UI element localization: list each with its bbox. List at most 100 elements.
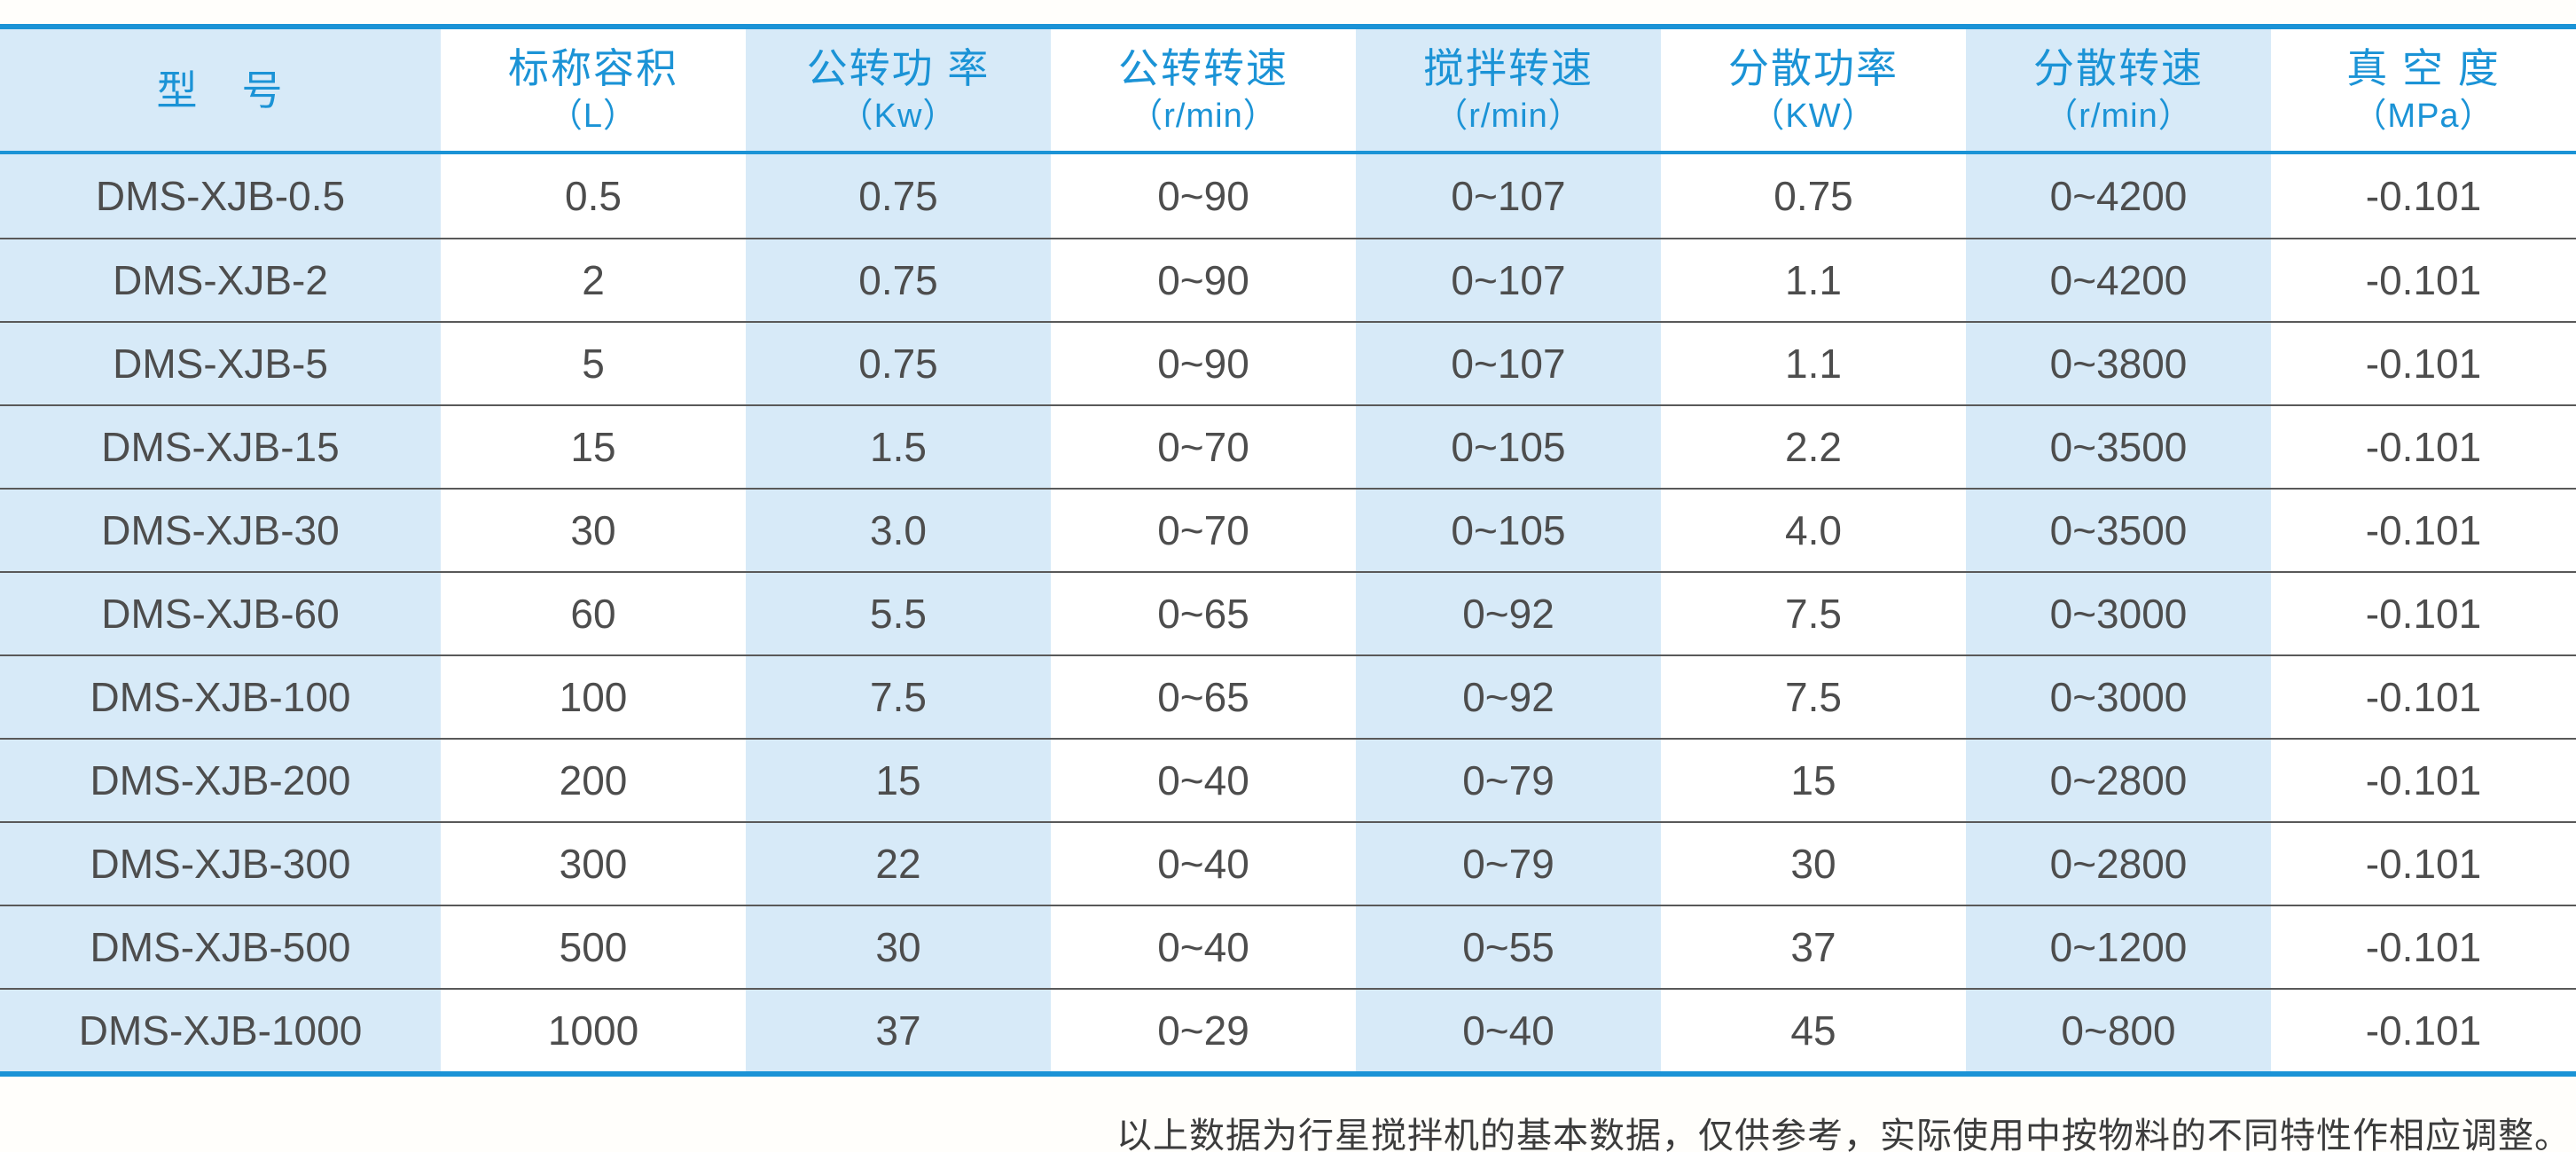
value-cell: 15 xyxy=(1661,740,1966,821)
value-cell: 7.5 xyxy=(746,656,1051,738)
value-cell: 7.5 xyxy=(1661,656,1966,738)
value-cell: 0~55 xyxy=(1356,906,1661,988)
value-cell: 0~40 xyxy=(1051,740,1356,821)
value-cell: 7.5 xyxy=(1661,573,1966,654)
value-cell: 0~40 xyxy=(1051,906,1356,988)
column-header: 分散功率 （KW） xyxy=(1661,29,1966,151)
model-cell: DMS-XJB-200 xyxy=(0,740,441,821)
table-row: DMS-XJB-60 60 5.5 0~65 0~92 7.5 0~3000 -0.101 xyxy=(0,571,2576,654)
value-cell: 0~107 xyxy=(1356,239,1661,321)
value-cell: 0~3500 xyxy=(1966,406,2271,488)
value-cell: 3.0 xyxy=(746,490,1051,571)
column-unit: （r/min） xyxy=(1129,97,1278,135)
value-cell: 0~70 xyxy=(1051,406,1356,488)
value-cell: 100 xyxy=(441,656,746,738)
table-row: DMS-XJB-300 300 22 0~40 0~79 30 0~2800 -0.101 xyxy=(0,821,2576,905)
spec-table: 型 号 标称容积 （L） 公转功 率 （Kw） 公转转速 （r/min） 搅拌转速 （r/min… xyxy=(0,24,2576,1077)
table-row: DMS-XJB-0.5 0.5 0.75 0~90 0~107 0.75 0~4200 -0.… xyxy=(0,154,2576,238)
column-title: 标称容积 xyxy=(508,44,678,91)
value-cell: -0.101 xyxy=(2271,906,2576,988)
table-row: DMS-XJB-500 500 30 0~40 0~55 37 0~1200 -0.101 xyxy=(0,905,2576,988)
column-header: 标称容积 （L） xyxy=(441,29,746,151)
value-cell: 0~40 xyxy=(1356,990,1661,1071)
table-row: DMS-XJB-5 5 0.75 0~90 0~107 1.1 0~3800 -0.101 xyxy=(0,321,2576,404)
column-unit: （Kw） xyxy=(839,97,958,135)
model-cell: DMS-XJB-60 xyxy=(0,573,441,654)
model-cell: DMS-XJB-500 xyxy=(0,906,441,988)
column-header: 搅拌转速 （r/min） xyxy=(1356,29,1661,151)
value-cell: 0~4200 xyxy=(1966,154,2271,238)
value-cell: 0.75 xyxy=(746,323,1051,404)
value-cell: 0~65 xyxy=(1051,656,1356,738)
value-cell: 0~3000 xyxy=(1966,656,2271,738)
footnote: 以上数据为行星搅拌机的基本数据，仅供参考，实际使用中按物料的不同特性作相应调整。 xyxy=(1116,1116,2571,1152)
value-cell: 0.75 xyxy=(746,154,1051,238)
value-cell: 4.0 xyxy=(1661,490,1966,571)
value-cell: 500 xyxy=(441,906,746,988)
value-cell: 300 xyxy=(441,823,746,905)
value-cell: 0~90 xyxy=(1051,323,1356,404)
value-cell: -0.101 xyxy=(2271,239,2576,321)
table-row: DMS-XJB-15 15 1.5 0~70 0~105 2.2 0~3500 -0.101 xyxy=(0,404,2576,488)
column-header: 分散转速 （r/min） xyxy=(1966,29,2271,151)
value-cell: 22 xyxy=(746,823,1051,905)
value-cell: 0~3500 xyxy=(1966,490,2271,571)
column-title: 真 空 度 xyxy=(2346,44,2501,91)
model-cell: DMS-XJB-100 xyxy=(0,656,441,738)
value-cell: 0~79 xyxy=(1356,740,1661,821)
column-unit: （KW） xyxy=(1750,97,1876,135)
value-cell: -0.101 xyxy=(2271,740,2576,821)
value-cell: 1000 xyxy=(441,990,746,1071)
value-cell: 0~107 xyxy=(1356,154,1661,238)
value-cell: 0~92 xyxy=(1356,656,1661,738)
value-cell: 60 xyxy=(441,573,746,654)
value-cell: 2 xyxy=(441,239,746,321)
value-cell: 0.75 xyxy=(1661,154,1966,238)
model-cell: DMS-XJB-15 xyxy=(0,406,441,488)
value-cell: 0~70 xyxy=(1051,490,1356,571)
value-cell: 0~92 xyxy=(1356,573,1661,654)
value-cell: 1.1 xyxy=(1661,239,1966,321)
column-unit: （L） xyxy=(548,97,638,135)
value-cell: 30 xyxy=(441,490,746,571)
table-row: DMS-XJB-2 2 0.75 0~90 0~107 1.1 0~4200 -0.101 xyxy=(0,238,2576,321)
value-cell: 0~800 xyxy=(1966,990,2271,1071)
value-cell: 0~65 xyxy=(1051,573,1356,654)
value-cell: 0~90 xyxy=(1051,239,1356,321)
value-cell: 0~105 xyxy=(1356,406,1661,488)
column-title: 搅拌转速 xyxy=(1423,44,1593,91)
value-cell: 0~105 xyxy=(1356,490,1661,571)
column-title: 型 号 xyxy=(156,67,285,114)
table-row: DMS-XJB-30 30 3.0 0~70 0~105 4.0 0~3500 -0.101 xyxy=(0,488,2576,571)
value-cell: 0~107 xyxy=(1356,323,1661,404)
table-header-row: 型 号 标称容积 （L） 公转功 率 （Kw） 公转转速 （r/min） 搅拌转速 （r/min… xyxy=(0,29,2576,154)
value-cell: 0~1200 xyxy=(1966,906,2271,988)
column-unit: （MPa） xyxy=(2353,97,2494,135)
value-cell: 0~90 xyxy=(1051,154,1356,238)
value-cell: 15 xyxy=(746,740,1051,821)
column-title: 公转转速 xyxy=(1118,44,1288,91)
table-row: DMS-XJB-1000 1000 37 0~29 0~40 45 0~800 -0.101 xyxy=(0,988,2576,1071)
value-cell: -0.101 xyxy=(2271,990,2576,1071)
model-cell: DMS-XJB-0.5 xyxy=(0,154,441,238)
value-cell: -0.101 xyxy=(2271,656,2576,738)
value-cell: -0.101 xyxy=(2271,823,2576,905)
value-cell: 5.5 xyxy=(746,573,1051,654)
value-cell: -0.101 xyxy=(2271,323,2576,404)
value-cell: 0~3000 xyxy=(1966,573,2271,654)
model-cell: DMS-XJB-2 xyxy=(0,239,441,321)
column-header: 型 号 xyxy=(0,29,441,151)
value-cell: 0~3800 xyxy=(1966,323,2271,404)
value-cell: 0.5 xyxy=(441,154,746,238)
model-cell: DMS-XJB-5 xyxy=(0,323,441,404)
value-cell: 2.2 xyxy=(1661,406,1966,488)
value-cell: 15 xyxy=(441,406,746,488)
value-cell: -0.101 xyxy=(2271,406,2576,488)
value-cell: 0~79 xyxy=(1356,823,1661,905)
column-header: 公转转速 （r/min） xyxy=(1051,29,1356,151)
value-cell: 37 xyxy=(746,990,1051,1071)
value-cell: -0.101 xyxy=(2271,154,2576,238)
value-cell: 1.1 xyxy=(1661,323,1966,404)
column-unit: （r/min） xyxy=(1434,97,1583,135)
